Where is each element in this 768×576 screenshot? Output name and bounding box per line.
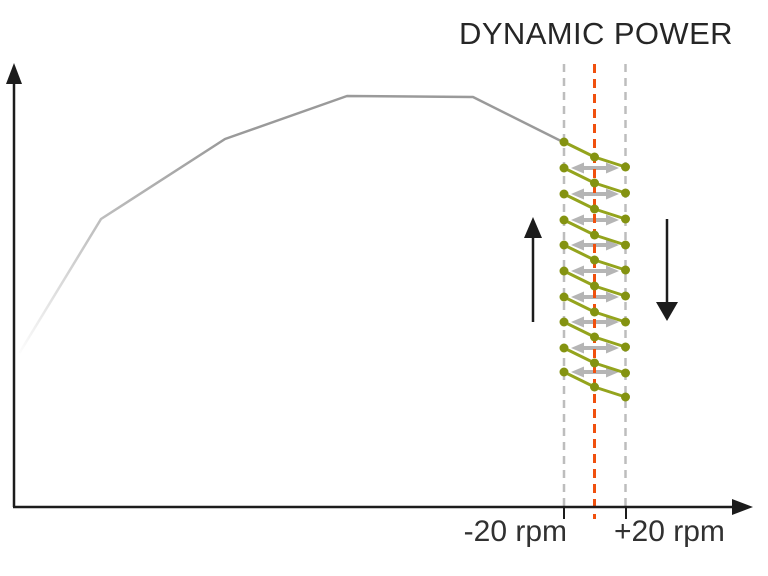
oscillation-segment [559, 163, 630, 198]
operating-point-dot [559, 317, 569, 327]
oscillation-segment [559, 189, 630, 224]
double-arrow [571, 162, 619, 174]
double-arrow-right-head-icon [606, 316, 619, 328]
double-arrow-right-head-icon [606, 265, 619, 277]
operating-point-dot [559, 137, 569, 147]
operating-point-dot [590, 255, 599, 265]
double-arrow-left-head-icon [571, 214, 584, 226]
double-arrow-right-head-icon [606, 188, 619, 200]
operating-point-dot [590, 230, 599, 240]
double-arrow-left-head-icon [571, 316, 584, 328]
operating-point-dot [559, 189, 569, 199]
operating-point-dot [559, 163, 569, 173]
operating-point-dot [559, 343, 569, 353]
oscillation-segment [559, 367, 630, 402]
operating-point-dot [559, 292, 569, 302]
double-arrow-left-head-icon [571, 291, 584, 303]
down-arrow-head-icon [656, 302, 678, 321]
operating-point-dot [559, 240, 569, 250]
double-arrow-left-head-icon [571, 162, 584, 174]
double-arrow-left-head-icon [571, 188, 584, 200]
oscillation-segment [559, 317, 630, 352]
double-arrow-left-head-icon [571, 265, 584, 277]
power-curve [18, 94, 565, 354]
double-arrow-left-head-icon [571, 342, 584, 354]
double-arrow-right-head-icon [606, 214, 619, 226]
diagram-title: DYNAMIC POWER [459, 16, 733, 51]
operating-point-dot [621, 240, 630, 250]
operating-point-dot [590, 152, 599, 162]
oscillation-segment [559, 343, 630, 378]
oscillation-segment [559, 215, 630, 250]
operating-point-dot [621, 342, 630, 352]
operating-point-dot [559, 215, 569, 225]
x-tick-label-minus-20-rpm: -20 rpm [463, 515, 567, 548]
double-arrow-right-head-icon [606, 291, 619, 303]
operating-point-dot [621, 368, 630, 378]
up-arrow-head-icon [524, 217, 542, 238]
operating-point-dot [621, 392, 630, 402]
oscillation-segment [559, 137, 630, 172]
power-decrease-arrow [656, 219, 678, 321]
oscillation-segment [559, 240, 630, 275]
operating-point-dot [590, 178, 599, 188]
double-arrow-right-head-icon [606, 162, 619, 174]
operating-point-dot [559, 367, 569, 377]
double-arrow [571, 342, 619, 354]
double-arrow-left-head-icon [571, 366, 584, 378]
power-increase-arrow [524, 217, 542, 322]
operating-point-dot [621, 317, 630, 327]
operating-point-dot [621, 291, 630, 301]
operating-point-dot [590, 281, 599, 291]
oscillation-segment [559, 266, 630, 301]
operating-point-dot [590, 204, 599, 214]
double-arrow [571, 265, 619, 277]
operating-point-dot [621, 188, 630, 198]
double-arrow-left-head-icon [571, 239, 584, 251]
oscillation-segment [559, 292, 630, 327]
operating-point-dot [621, 265, 630, 275]
x-axis-arrowhead-icon [732, 499, 753, 515]
operating-point-dot [590, 332, 599, 342]
double-arrow [571, 188, 619, 200]
operating-point-dot [621, 162, 630, 172]
double-arrow-right-head-icon [606, 342, 619, 354]
operating-point-dot [590, 307, 599, 317]
operating-point-dot [621, 214, 630, 224]
operating-point-dot [590, 382, 599, 392]
operating-point-dot [559, 266, 569, 276]
x-tick-label-plus-20-rpm: +20 rpm [614, 515, 725, 548]
y-axis-arrowhead-icon [6, 63, 22, 84]
operating-point-dot [590, 358, 599, 368]
double-arrow-right-head-icon [606, 239, 619, 251]
